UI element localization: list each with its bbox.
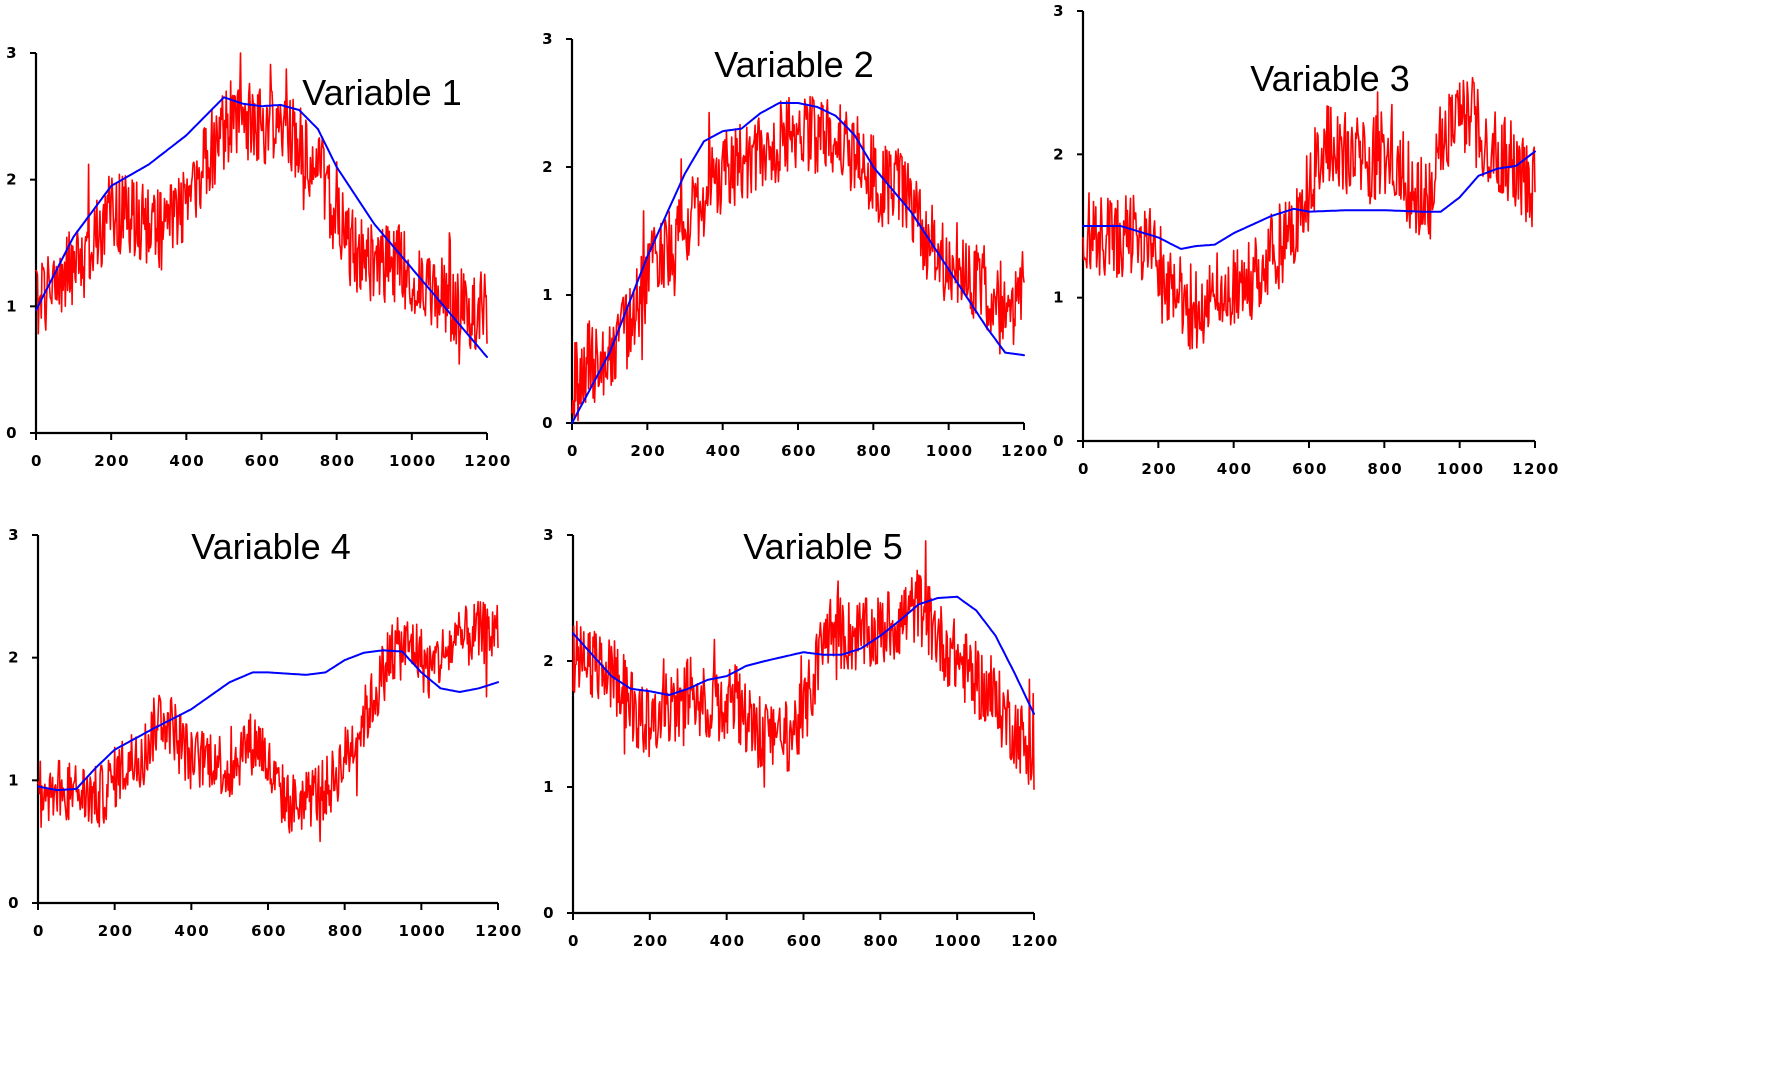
y-tick-label: 2 [6, 171, 18, 189]
x-tick-label: 400 [174, 922, 210, 940]
chart-title: Variable 5 [743, 526, 902, 567]
x-tick-label: 400 [706, 442, 742, 460]
y-tick-label: 3 [543, 526, 555, 544]
x-tick-label: 600 [787, 932, 823, 950]
x-tick-label: 600 [781, 442, 817, 460]
y-tick-label: 0 [8, 894, 20, 912]
x-tick-label: 200 [94, 452, 130, 470]
y-tick-label: 1 [542, 286, 554, 304]
x-tick-label: 1000 [934, 932, 982, 950]
x-tick-label: 1200 [1011, 932, 1059, 950]
observed-series-line [35, 52, 488, 365]
y-tick-label: 1 [543, 778, 555, 796]
observed-series-line [572, 540, 1035, 791]
x-tick-label: 800 [328, 922, 364, 940]
y-tick-label: 0 [1053, 432, 1065, 450]
x-tick-label: 1000 [398, 922, 446, 940]
x-tick-label: 1000 [1437, 460, 1485, 478]
x-tick-label: 200 [630, 442, 666, 460]
x-tick-label: 400 [169, 452, 205, 470]
chart-title: Variable 2 [714, 44, 873, 85]
x-tick-label: 0 [33, 922, 45, 940]
trend-series-line [571, 102, 1025, 424]
x-tick-label: 1000 [926, 442, 974, 460]
x-tick-label: 400 [710, 932, 746, 950]
trend-series-line [35, 96, 488, 358]
trend-series-line [1082, 150, 1536, 250]
y-tick-label: 1 [8, 771, 20, 789]
x-tick-label: 1200 [1001, 442, 1049, 460]
y-tick-label: 1 [6, 297, 18, 315]
trend-series-line [37, 649, 499, 792]
x-tick-label: 800 [1367, 460, 1403, 478]
x-tick-label: 1200 [464, 452, 512, 470]
y-tick-label: 1 [1053, 289, 1065, 307]
x-tick-label: 1000 [389, 452, 437, 470]
y-tick-label: 2 [543, 652, 555, 670]
x-tick-label: 800 [320, 452, 356, 470]
x-tick-label: 1200 [1512, 460, 1560, 478]
y-tick-label: 3 [1053, 2, 1065, 20]
x-tick-label: 800 [863, 932, 899, 950]
y-tick-label: 3 [542, 30, 554, 48]
chart-title: Variable 4 [191, 526, 350, 567]
y-tick-label: 0 [6, 424, 18, 442]
y-tick-label: 0 [542, 414, 554, 432]
trend-series-line [572, 595, 1035, 715]
x-tick-label: 200 [1141, 460, 1177, 478]
x-tick-label: 400 [1217, 460, 1253, 478]
x-tick-label: 0 [568, 932, 580, 950]
x-tick-label: 200 [633, 932, 669, 950]
x-tick-label: 0 [567, 442, 579, 460]
x-tick-label: 0 [1078, 460, 1090, 478]
y-tick-label: 2 [1053, 145, 1065, 163]
x-tick-label: 1200 [475, 922, 523, 940]
x-tick-label: 600 [251, 922, 287, 940]
y-tick-label: 3 [6, 44, 18, 62]
y-tick-label: 2 [542, 158, 554, 176]
x-tick-label: 800 [856, 442, 892, 460]
chart-title: Variable 1 [302, 72, 461, 113]
y-tick-label: 2 [8, 649, 20, 667]
observed-series-line [37, 600, 499, 843]
y-tick-label: 3 [8, 526, 20, 544]
observed-series-line [1082, 76, 1536, 350]
observed-series-line [571, 95, 1025, 422]
x-tick-label: 600 [1292, 460, 1328, 478]
x-tick-label: 0 [31, 452, 43, 470]
y-tick-label: 0 [543, 904, 555, 922]
x-tick-label: 600 [245, 452, 281, 470]
x-tick-label: 200 [98, 922, 134, 940]
chart-title: Variable 3 [1250, 58, 1409, 99]
